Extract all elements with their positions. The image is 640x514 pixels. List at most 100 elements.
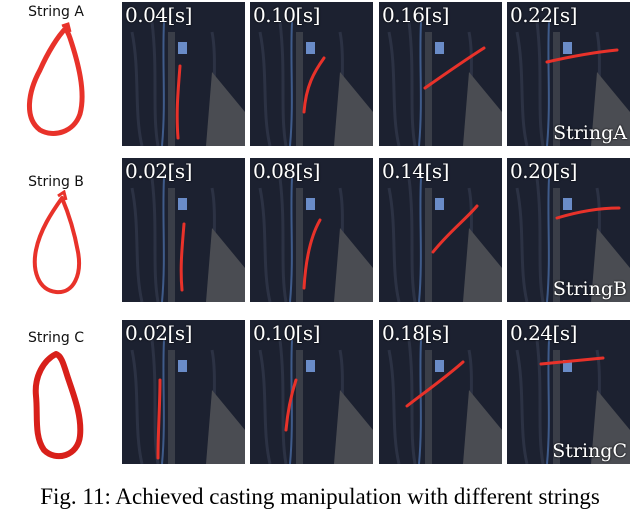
sensor-box (563, 198, 572, 210)
robot-arm (591, 390, 630, 464)
robot-arm (206, 228, 245, 302)
time-label: 0.22[s] (510, 3, 577, 27)
frame-a-3: 0.16[s] (379, 2, 502, 146)
frame-b-4: 0.20[s] StringB (507, 158, 630, 302)
time-label: 0.10[s] (253, 3, 320, 27)
robot-arm (591, 228, 630, 302)
sensor-box (563, 360, 572, 372)
cast-string (302, 56, 326, 114)
robot-arm (463, 390, 502, 464)
string-b-label: String B (28, 174, 84, 190)
cast-string (175, 64, 182, 140)
time-label: 0.14[s] (382, 159, 449, 183)
frame-scene (250, 320, 373, 464)
blue-cable (161, 21, 165, 146)
cast-string (179, 222, 186, 292)
string-a-label: String A (28, 4, 84, 20)
time-label: 0.16[s] (382, 3, 449, 27)
frame-scene (507, 320, 630, 464)
frame-scene (122, 320, 245, 464)
frame-scene (507, 2, 630, 146)
robot-pole (425, 32, 432, 146)
string-c-label: String C (27, 330, 84, 346)
blue-cable (418, 177, 422, 302)
frame-c-4: 0.24[s] StringC (507, 320, 630, 464)
robot-pole (425, 188, 432, 302)
robot-pole (553, 188, 560, 302)
time-label: 0.04[s] (125, 3, 192, 27)
time-label: 0.08[s] (253, 159, 320, 183)
robot-arm (206, 72, 245, 146)
robot-pole (296, 350, 303, 464)
robot-arm (463, 228, 502, 302)
blue-cable (289, 21, 293, 146)
time-label: 0.02[s] (125, 159, 192, 183)
sensor-box (178, 198, 187, 210)
robot-arm (334, 228, 373, 302)
frame-b-3: 0.14[s] (379, 158, 502, 302)
time-label: 0.10[s] (253, 321, 320, 345)
blue-cable (418, 21, 422, 146)
sensor-box (178, 360, 187, 372)
blue-cable (161, 177, 165, 302)
figure-caption: Fig. 11: Achieved casting manipulation w… (40, 484, 600, 509)
row-string-name: StringA (553, 122, 627, 144)
robot-pole (168, 188, 175, 302)
time-label: 0.18[s] (382, 321, 449, 345)
frame-scene (122, 2, 245, 146)
cast-string (405, 360, 465, 408)
robot-pole (296, 188, 303, 302)
frame-c-2: 0.10[s] (250, 320, 373, 464)
sensor-box (306, 198, 315, 210)
blue-cable (546, 21, 550, 146)
frame-scene (250, 158, 373, 302)
frame-scene (379, 320, 502, 464)
time-label: 0.20[s] (510, 159, 577, 183)
cast-string (156, 378, 162, 460)
frame-scene (507, 158, 630, 302)
robot-pole (553, 350, 560, 464)
sensor-box (306, 42, 315, 54)
blue-cable (418, 339, 422, 464)
frame-b-1: 0.02[s] (122, 158, 245, 302)
sensor-box (306, 360, 315, 372)
frame-scene (379, 158, 502, 302)
frame-scene (379, 2, 502, 146)
frame-scene (250, 2, 373, 146)
string-b-loop-image (32, 190, 81, 295)
cast-string (302, 218, 322, 290)
frame-scene (122, 158, 245, 302)
blue-cable (289, 177, 293, 302)
blue-cable (161, 339, 165, 464)
sensor-box (435, 360, 444, 372)
robot-arm (206, 390, 245, 464)
frame-b-2: 0.08[s] (250, 158, 373, 302)
robot-arm (334, 390, 373, 464)
sensor-box (435, 198, 444, 210)
sensor-box (563, 42, 572, 54)
sensor-box (435, 42, 444, 54)
time-label: 0.24[s] (510, 321, 577, 345)
robot-pole (168, 32, 175, 146)
cast-string (555, 206, 621, 220)
blue-cable (546, 177, 550, 302)
frame-c-3: 0.18[s] (379, 320, 502, 464)
sensor-box (178, 42, 187, 54)
frame-a-1: 0.04[s] (122, 2, 245, 146)
time-label: 0.02[s] (125, 321, 192, 345)
blue-cable (546, 339, 550, 464)
row-string-name: StringC (552, 440, 627, 462)
cast-string (545, 48, 619, 64)
cast-string (431, 204, 479, 254)
cast-string (539, 356, 605, 366)
string-c-loop-image (32, 351, 84, 460)
robot-pole (168, 350, 175, 464)
frame-c-1: 0.02[s] (122, 320, 245, 464)
frame-a-2: 0.10[s] (250, 2, 373, 146)
robot-pole (425, 350, 432, 464)
robot-arm (334, 72, 373, 146)
robot-pole (296, 32, 303, 146)
robot-arm (463, 72, 502, 146)
row-string-name: StringB (552, 278, 627, 300)
